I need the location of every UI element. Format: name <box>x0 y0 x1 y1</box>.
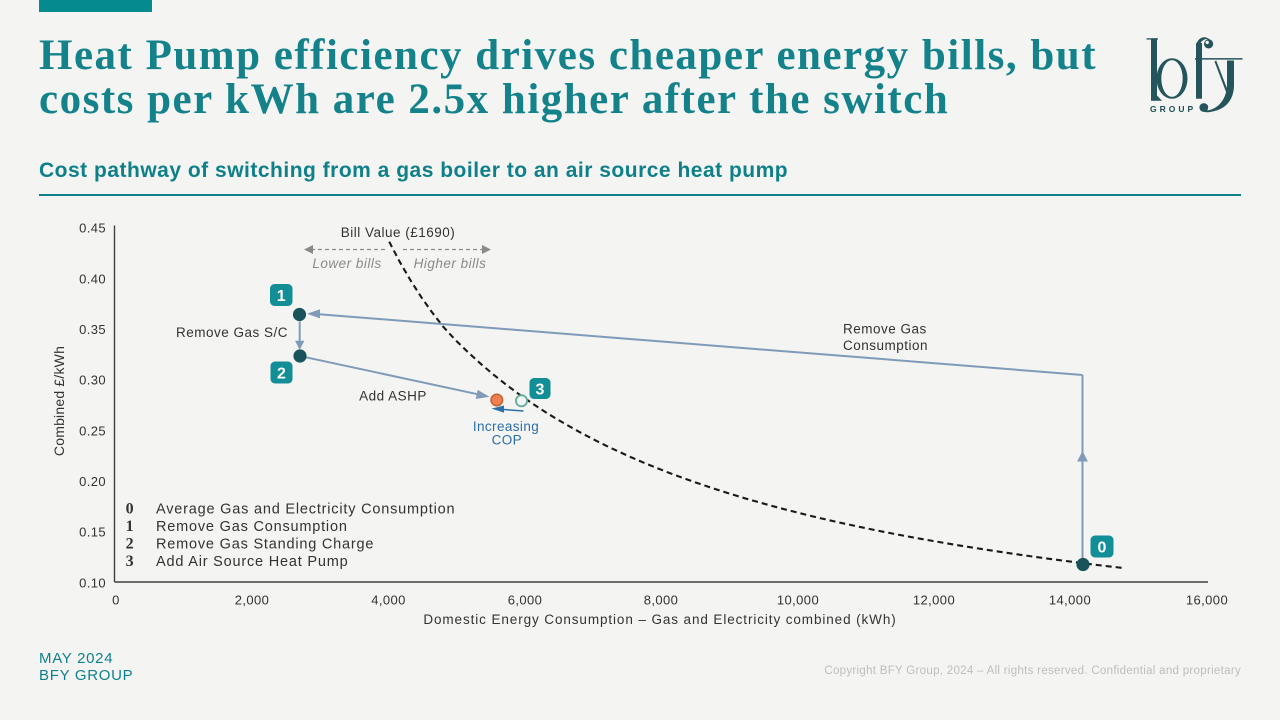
svg-text:4,000: 4,000 <box>371 593 406 608</box>
svg-text:3: 3 <box>126 553 135 570</box>
svg-text:0.35: 0.35 <box>79 322 106 337</box>
svg-text:2: 2 <box>126 535 135 552</box>
svg-text:Remove Gas: Remove Gas <box>843 322 927 337</box>
svg-text:Remove Gas Standing Charge: Remove Gas Standing Charge <box>156 536 374 552</box>
svg-text:Average Gas and Electricity C: Average Gas and Electricity Consumption <box>156 501 455 517</box>
svg-text:Higher bills: Higher bills <box>414 256 487 271</box>
svg-text:1: 1 <box>126 518 135 535</box>
svg-text:16,000: 16,000 <box>1186 593 1228 608</box>
svg-text:14,000: 14,000 <box>1049 593 1091 608</box>
svg-text:Remove Gas S/C: Remove Gas S/C <box>176 325 288 340</box>
svg-text:1: 1 <box>277 288 286 305</box>
svg-text:COP: COP <box>492 432 522 447</box>
svg-text:0.30: 0.30 <box>79 373 106 388</box>
svg-text:10,000: 10,000 <box>777 593 819 608</box>
svg-text:Remove Gas Consumption: Remove Gas Consumption <box>156 519 348 535</box>
svg-text:0.25: 0.25 <box>79 423 106 438</box>
svg-text:Bill Value (£1690): Bill Value (£1690) <box>341 225 456 240</box>
svg-text:0.40: 0.40 <box>79 271 106 286</box>
svg-text:2: 2 <box>277 365 286 382</box>
svg-text:3: 3 <box>536 382 545 399</box>
svg-text:Lower bills: Lower bills <box>312 256 381 271</box>
svg-text:0: 0 <box>126 500 135 517</box>
svg-text:Domestic Energy Consumption: Domestic Energy Consumption – Gas and El… <box>423 612 896 627</box>
svg-text:Combined £/kWh: Combined £/kWh <box>51 346 67 456</box>
svg-text:8,000: 8,000 <box>644 593 679 608</box>
svg-text:Increasing: Increasing <box>473 419 539 434</box>
svg-text:0: 0 <box>1098 539 1107 556</box>
svg-text:0.20: 0.20 <box>79 474 106 489</box>
svg-text:Consumption: Consumption <box>843 338 928 353</box>
svg-text:0: 0 <box>112 593 120 608</box>
svg-text:Add Air Source Heat Pump: Add Air Source Heat Pump <box>156 554 349 570</box>
svg-text:6,000: 6,000 <box>508 593 543 608</box>
svg-text:2,000: 2,000 <box>235 593 270 608</box>
svg-text:Add ASHP: Add ASHP <box>359 389 427 404</box>
svg-text:0.45: 0.45 <box>79 221 106 236</box>
svg-text:12,000: 12,000 <box>913 593 955 608</box>
svg-text:0.10: 0.10 <box>79 575 106 590</box>
svg-text:0.15: 0.15 <box>79 525 106 540</box>
